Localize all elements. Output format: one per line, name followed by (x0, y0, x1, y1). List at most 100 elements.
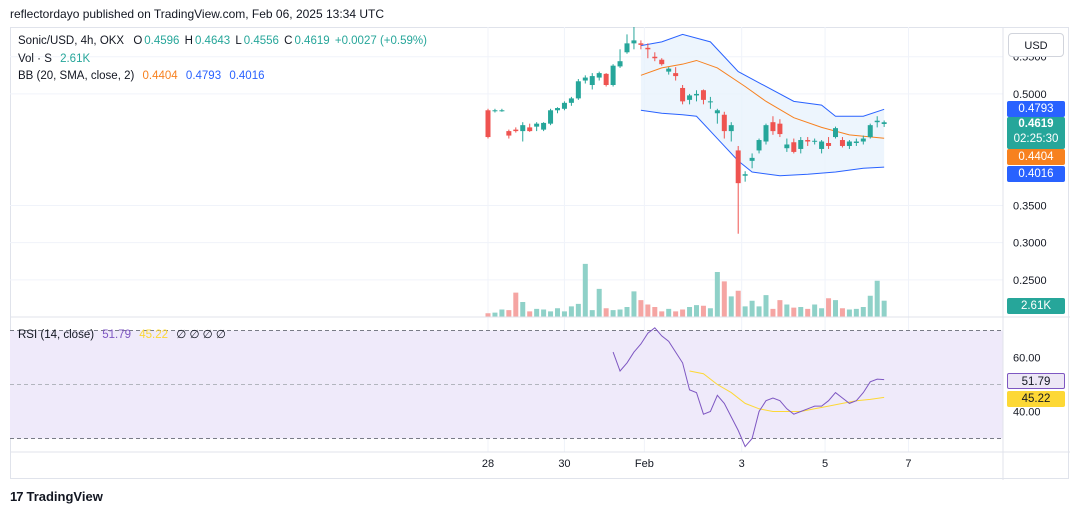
bollinger-fill (640, 34, 885, 176)
candle-body (867, 125, 873, 138)
legend-l-label: L (235, 35, 242, 47)
legend-bb-lower: 0.4016 (229, 70, 265, 82)
candle-body (784, 144, 790, 149)
x-tick-label: 28 (482, 458, 494, 470)
volume-bar (492, 312, 498, 317)
volume-bar (624, 307, 630, 317)
currency-button[interactable]: USD (1008, 33, 1064, 57)
candle-body (596, 73, 602, 78)
legend-rsi-label[interactable]: RSI (14, close) (18, 329, 95, 341)
legend-vol-label[interactable]: Vol · S (18, 53, 52, 65)
legend-c-label: C (284, 35, 293, 47)
volume-bar (853, 308, 859, 317)
legend-o-label: O (133, 35, 143, 47)
rsi-tick-label: 40.00 (1013, 407, 1041, 419)
candle-body (798, 140, 804, 149)
candle-body (881, 122, 887, 124)
candle-body (833, 128, 838, 138)
candle-body (714, 110, 720, 114)
tradingview-brand: TradingView (26, 489, 103, 504)
volume-bar (819, 308, 825, 317)
candle-body (763, 125, 769, 142)
volume-bar (707, 308, 713, 317)
y-tick-label: 0.3000 (1013, 238, 1047, 250)
volume-bar (506, 310, 512, 317)
candle-body (624, 43, 630, 53)
legend-h-value: 0.4643 (194, 35, 231, 47)
candle-body (812, 140, 818, 142)
legend-h-label: H (184, 35, 193, 47)
legend-rsi-value: 51.79 (102, 329, 132, 341)
volume-bar (603, 308, 609, 317)
volume-bar (568, 306, 574, 317)
volume-bar (798, 307, 804, 317)
volume-bar (881, 300, 887, 317)
volume-bar (784, 304, 790, 317)
candle-body (826, 143, 832, 146)
bar-countdown: 02:25:30 (1013, 133, 1059, 145)
candle-body (555, 108, 560, 111)
rsi-tick-label: 60.00 (1013, 353, 1041, 365)
candle-body (520, 125, 526, 132)
volume-bar (728, 296, 734, 317)
legend-vol-value: 2.61K (60, 53, 91, 65)
volume-bar (770, 308, 776, 317)
candle-body (589, 76, 595, 85)
last-price-value: 0.4619 (1018, 118, 1054, 130)
legend-symbol[interactable]: Sonic/USD, 4h, OKX (18, 35, 125, 47)
x-tick-label: Feb (635, 458, 654, 470)
volume-bar (596, 288, 602, 317)
legend-rsi: RSI (14, close) 51.79 45.22 ∅ ∅ ∅ ∅ (18, 327, 228, 341)
volume-bar (666, 308, 672, 317)
candle-body (673, 73, 679, 77)
candle-body (603, 73, 609, 85)
price-label-volume: 2.61K (1007, 298, 1065, 314)
rsi-pane (10, 327, 1003, 448)
volume-bar (631, 291, 637, 317)
volume-bar (541, 309, 547, 317)
volume-bar (874, 280, 880, 317)
candle-body (721, 114, 727, 132)
candle-body (860, 138, 866, 142)
volume-bar (485, 313, 491, 317)
price-label-upper: 0.4793 (1007, 101, 1065, 117)
bollinger-lower-line (640, 109, 885, 177)
tradingview-logo[interactable]: 17 TradingView (10, 489, 103, 504)
volume-bar (520, 302, 526, 317)
price-label-basis: 0.4404 (1007, 149, 1065, 165)
x-tick-label: 30 (558, 458, 570, 470)
candle-body (846, 141, 852, 146)
price-label-rsi: 51.79 (1007, 373, 1065, 389)
candle-body (770, 122, 776, 132)
volume-bar (735, 290, 741, 317)
tradingview-mark-icon: 17 (10, 489, 24, 504)
candle-body (680, 87, 686, 102)
legend-bb-basis: 0.4404 (142, 70, 178, 82)
volume-bar (610, 310, 616, 317)
candle-body (777, 123, 783, 135)
chart-canvas[interactable]: 0.55000.50000.35000.30000.25002830Feb357… (10, 27, 1070, 480)
volume-bar (749, 300, 755, 317)
price-label-rsi-ma: 45.22 (1007, 391, 1065, 407)
volume-bar (534, 308, 540, 317)
volume-bar (645, 304, 651, 317)
candle-body (492, 110, 498, 112)
candle-body (756, 140, 762, 151)
candle-body (735, 150, 741, 184)
candlesticks (485, 27, 887, 234)
candle-body (853, 141, 859, 143)
volume-bar (617, 309, 623, 317)
legend-bb-label[interactable]: BB (20, SMA, close, 2) (18, 70, 135, 82)
volume-bar (763, 295, 769, 317)
volume-bar (833, 300, 838, 317)
candle-body (694, 93, 699, 96)
volume-bar (714, 272, 720, 317)
volume-bars (485, 263, 887, 317)
volume-bar (721, 281, 727, 317)
candle-body (638, 43, 644, 45)
volume-bar (673, 311, 679, 317)
volume-bar (499, 309, 505, 317)
volume-bar (777, 300, 783, 317)
chart-frame[interactable] (10, 27, 1069, 479)
volume-bar (860, 307, 866, 317)
